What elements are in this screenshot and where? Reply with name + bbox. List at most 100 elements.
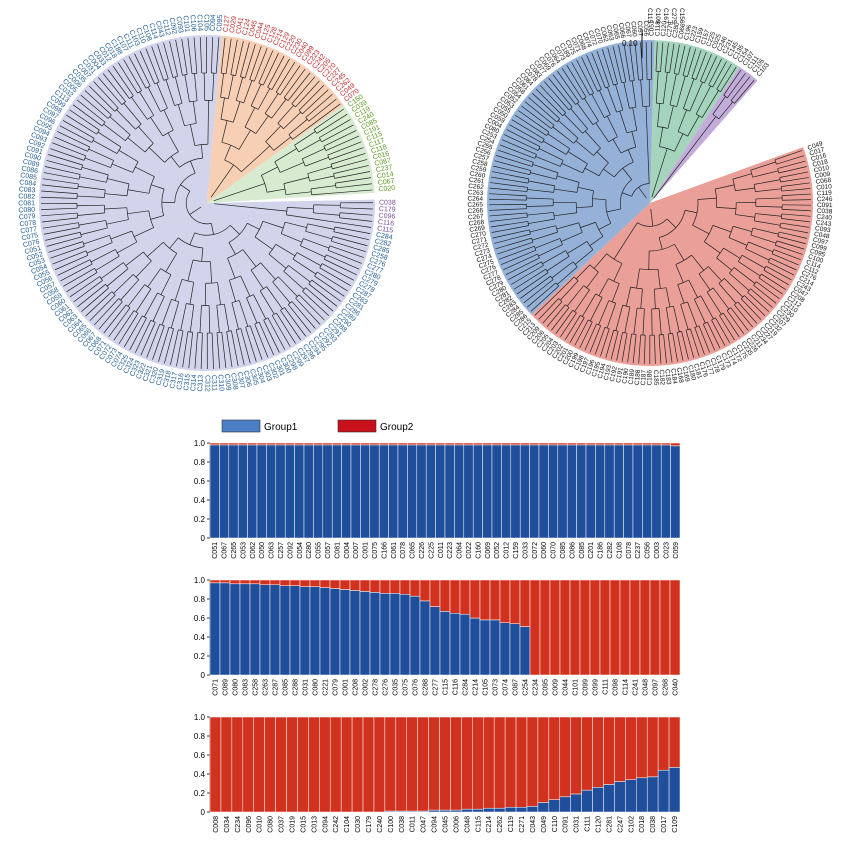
tree-branch: [41, 212, 78, 217]
tree-branch: [210, 261, 213, 284]
tip-label: C127: [223, 15, 232, 33]
tree-arc: [565, 148, 571, 155]
tree-arc: [101, 121, 106, 127]
tip-label: C120: [660, 20, 668, 36]
bar-group1: [378, 444, 389, 539]
tree-branch: [283, 177, 309, 184]
y-tick-label: 0: [201, 671, 206, 680]
tree-branch: [530, 172, 557, 180]
tree-branch: [695, 52, 707, 80]
tree-branch: [160, 274, 172, 295]
tip-label: C240: [816, 214, 832, 222]
tree-branch: [489, 198, 527, 201]
tree-branch: [691, 50, 702, 79]
tree-branch: [724, 278, 744, 298]
tree-branch: [288, 119, 308, 135]
tree-arc: [753, 281, 757, 286]
tree-branch: [279, 162, 304, 173]
tip-label: C259: [470, 164, 487, 174]
x-tick-label: C223: [447, 542, 454, 559]
tree-branch: [561, 67, 583, 100]
tree-branch: [220, 97, 225, 120]
tree-branch: [76, 99, 106, 123]
tree-branch: [642, 308, 645, 336]
bar-group2: [479, 579, 491, 621]
y-tick-label: 0.8: [194, 732, 206, 741]
tree-arc: [79, 232, 82, 238]
tip-label: C056: [642, 20, 649, 36]
tree-branch: [655, 71, 659, 104]
tip-label: C267: [468, 213, 484, 221]
tree-branch: [539, 148, 564, 161]
x-tick-label: C100: [388, 816, 395, 833]
bar-group1: [459, 613, 471, 676]
tree-branch: [272, 281, 291, 304]
tree-branch: [334, 226, 371, 234]
tree-branch: [84, 157, 111, 168]
x-tick-label: C040: [673, 679, 680, 696]
tree-branch: [102, 73, 126, 102]
tree-branch: [134, 53, 151, 87]
bar-panel-1: 0 0.2 0.4 0.6 0.8 1.0 C051 C067 C265 C053 C062 C050…: [194, 439, 681, 559]
tree-branch: [253, 48, 268, 82]
tree-arc: [261, 175, 268, 193]
tip-label: C060: [629, 21, 637, 38]
tree-arc: [606, 253, 623, 264]
tree-branch: [127, 284, 145, 307]
tree-branch: [231, 330, 239, 367]
tree-branch: [734, 304, 753, 328]
tree-branch: [216, 305, 220, 333]
x-tick-label: C064: [457, 542, 464, 559]
bar-group2: [510, 442, 521, 446]
bar-group2: [359, 579, 371, 592]
tree-branch: [250, 269, 264, 289]
tree-arc: [267, 87, 273, 90]
tree-branch: [271, 98, 287, 119]
x-tick-label: C074: [503, 679, 510, 696]
tree-branch: [535, 88, 563, 116]
tree-branch: [581, 57, 598, 92]
tree-arc: [737, 255, 743, 262]
bar-group1: [483, 807, 495, 813]
bar-group2: [509, 579, 521, 624]
x-tick-label: C159: [513, 542, 520, 559]
bar-group1: [209, 444, 220, 539]
tree-branch: [298, 84, 325, 111]
tree-branch: [284, 307, 307, 337]
tree-branch: [147, 241, 164, 257]
tree-branch: [510, 265, 544, 285]
bar-group2: [537, 716, 550, 803]
bar-group2: [264, 716, 276, 813]
x-tick-label: C096: [246, 816, 253, 833]
tree-branch: [77, 284, 106, 308]
x-tick-label: C078: [626, 542, 633, 559]
tree-branch: [627, 149, 634, 163]
tree-branch: [702, 323, 716, 351]
tip-label: C176: [697, 361, 709, 378]
tree-branch: [693, 298, 706, 324]
tip-label: C010: [816, 183, 832, 191]
tree-branch: [647, 158, 650, 174]
bar-group2: [539, 579, 551, 676]
tree-branch: [651, 148, 668, 198]
tip-label: C101: [181, 15, 190, 33]
tree-branch: [189, 232, 196, 245]
bar-group2: [242, 716, 254, 813]
x-tick-label: C001: [363, 542, 370, 559]
bar-group2: [253, 716, 265, 813]
x-tick-label: C073: [493, 679, 500, 696]
x-tick-label: C072: [532, 542, 539, 559]
tree-branch: [48, 154, 83, 166]
tree-branch: [726, 310, 745, 335]
tip-label: C319: [155, 368, 166, 386]
y-tick-label: 0.4: [194, 770, 206, 779]
tip-label: C271: [471, 236, 488, 246]
tree-branch: [632, 107, 638, 131]
bar-group2: [406, 716, 418, 812]
tree-branch: [777, 236, 806, 245]
bar-group2: [613, 442, 624, 446]
tree-branch: [95, 255, 120, 271]
tree-branch: [57, 259, 91, 276]
bar-group2: [570, 716, 582, 795]
tip-label: C280: [672, 22, 681, 39]
